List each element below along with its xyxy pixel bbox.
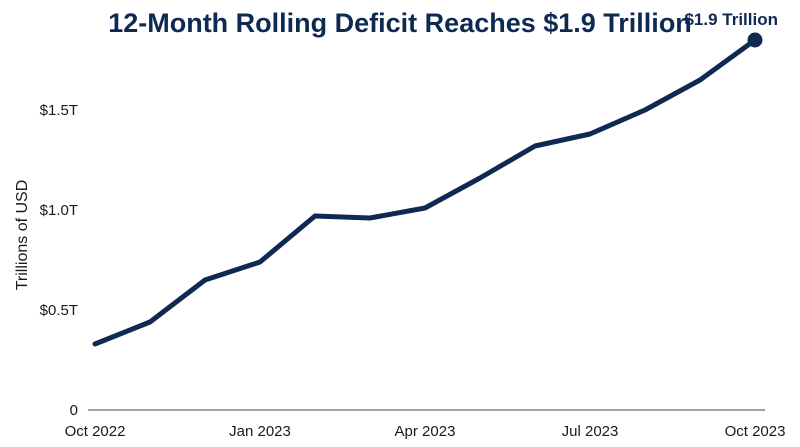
y-tick-label: $0.5T [40, 302, 78, 319]
data-point [148, 320, 153, 325]
data-point [533, 144, 538, 149]
data-point [203, 278, 208, 283]
x-tick-label: Oct 2022 [65, 423, 126, 440]
y-tick-label: $1.5T [40, 102, 78, 119]
x-tick-label: Oct 2023 [725, 423, 786, 440]
x-tick-label: Jul 2023 [562, 423, 619, 440]
data-point [258, 260, 263, 265]
endpoint-annotation: $1.9 Trillion [684, 10, 778, 29]
series-line [92, 37, 758, 347]
data-point [423, 206, 428, 211]
y-tick-label: 0 [70, 402, 78, 419]
data-point [478, 176, 483, 181]
data-point [698, 78, 703, 83]
data-point [313, 214, 318, 219]
data-point [588, 132, 593, 137]
data-point [368, 216, 373, 221]
x-tick-label: Jan 2023 [229, 423, 291, 440]
data-point [643, 108, 648, 113]
x-tick-label: Apr 2023 [395, 423, 456, 440]
y-tick-label: $1.0T [40, 202, 78, 219]
endpoint-marker [747, 32, 763, 48]
data-point [93, 342, 98, 347]
chart-title: 12-Month Rolling Deficit Reaches $1.9 Tr… [108, 8, 692, 38]
y-axis-label: Trillions of USD [14, 180, 31, 291]
